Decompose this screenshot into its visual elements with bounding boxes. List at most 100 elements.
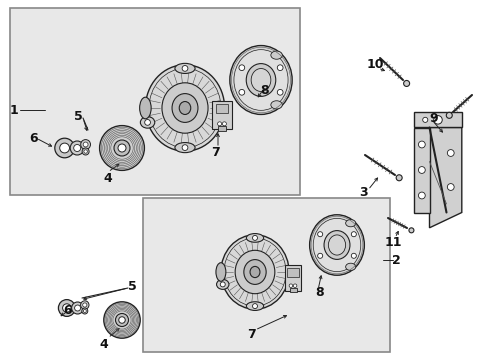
Circle shape [418,192,425,199]
Ellipse shape [246,302,263,310]
Circle shape [277,65,283,71]
Ellipse shape [216,279,228,289]
Bar [212,100,231,129]
Ellipse shape [145,65,224,151]
Circle shape [447,150,453,156]
Circle shape [60,143,69,153]
Ellipse shape [175,63,195,73]
Ellipse shape [313,219,360,272]
Ellipse shape [235,250,274,294]
Circle shape [82,303,87,307]
Circle shape [408,228,413,233]
Circle shape [119,317,125,323]
Circle shape [81,301,89,309]
Circle shape [220,282,225,287]
Text: 11: 11 [384,235,401,248]
Circle shape [277,89,283,95]
Circle shape [403,80,409,86]
Circle shape [239,89,244,95]
Circle shape [317,253,322,258]
Circle shape [317,232,322,237]
Ellipse shape [251,68,270,91]
Circle shape [217,122,221,126]
Circle shape [58,300,75,316]
Circle shape [70,141,84,155]
Circle shape [75,305,81,311]
Circle shape [418,167,425,174]
Circle shape [252,303,257,309]
Ellipse shape [270,101,282,109]
Text: 5: 5 [127,279,136,292]
Circle shape [118,144,126,152]
Ellipse shape [140,97,151,119]
Ellipse shape [172,94,198,122]
Circle shape [239,65,244,71]
Circle shape [144,120,150,125]
Bar [413,127,428,212]
Circle shape [71,302,83,314]
Circle shape [288,284,292,287]
Circle shape [74,144,81,152]
Circle shape [114,140,130,156]
Circle shape [83,310,86,312]
Text: 7: 7 [211,145,220,158]
Circle shape [252,235,257,240]
Ellipse shape [324,231,349,260]
Ellipse shape [345,263,355,270]
Circle shape [395,175,401,181]
Ellipse shape [221,235,288,309]
Circle shape [83,142,88,147]
Bar [218,126,225,131]
Circle shape [182,145,187,150]
Circle shape [447,184,453,190]
Circle shape [433,116,441,124]
Text: 6: 6 [63,303,72,316]
Text: 9: 9 [429,112,437,125]
Circle shape [82,148,89,155]
Circle shape [350,232,356,237]
Circle shape [293,284,296,287]
Circle shape [350,253,356,258]
Text: 6: 6 [30,131,38,144]
Circle shape [81,308,88,314]
Ellipse shape [229,46,291,114]
Ellipse shape [345,220,355,227]
Circle shape [103,302,140,338]
Ellipse shape [175,143,195,153]
Bar [10,8,299,195]
Ellipse shape [249,266,260,278]
Ellipse shape [270,51,282,59]
Circle shape [446,112,451,118]
Text: 8: 8 [315,285,324,298]
Circle shape [62,304,71,312]
Ellipse shape [216,263,225,281]
Text: 3: 3 [359,185,367,198]
Text: 4: 4 [103,171,112,184]
Text: 1: 1 [10,104,19,117]
Text: 10: 10 [366,58,383,72]
Circle shape [81,140,90,149]
Circle shape [55,138,74,158]
Ellipse shape [179,102,190,114]
Bar [413,112,461,127]
Circle shape [115,314,128,327]
Ellipse shape [309,215,364,275]
Ellipse shape [246,64,275,96]
Text: 8: 8 [260,84,269,96]
Ellipse shape [246,234,263,242]
Bar [287,268,298,276]
Bar [289,288,296,292]
Circle shape [222,122,226,126]
Ellipse shape [162,83,207,133]
Ellipse shape [140,117,154,128]
Polygon shape [428,127,461,228]
Bar [284,265,301,291]
Text: 4: 4 [100,338,108,351]
Circle shape [83,150,87,153]
Circle shape [100,126,144,170]
Text: 7: 7 [247,328,256,341]
Text: 2: 2 [391,253,400,266]
Text: 5: 5 [74,109,82,122]
Ellipse shape [244,260,265,284]
Ellipse shape [233,50,287,110]
